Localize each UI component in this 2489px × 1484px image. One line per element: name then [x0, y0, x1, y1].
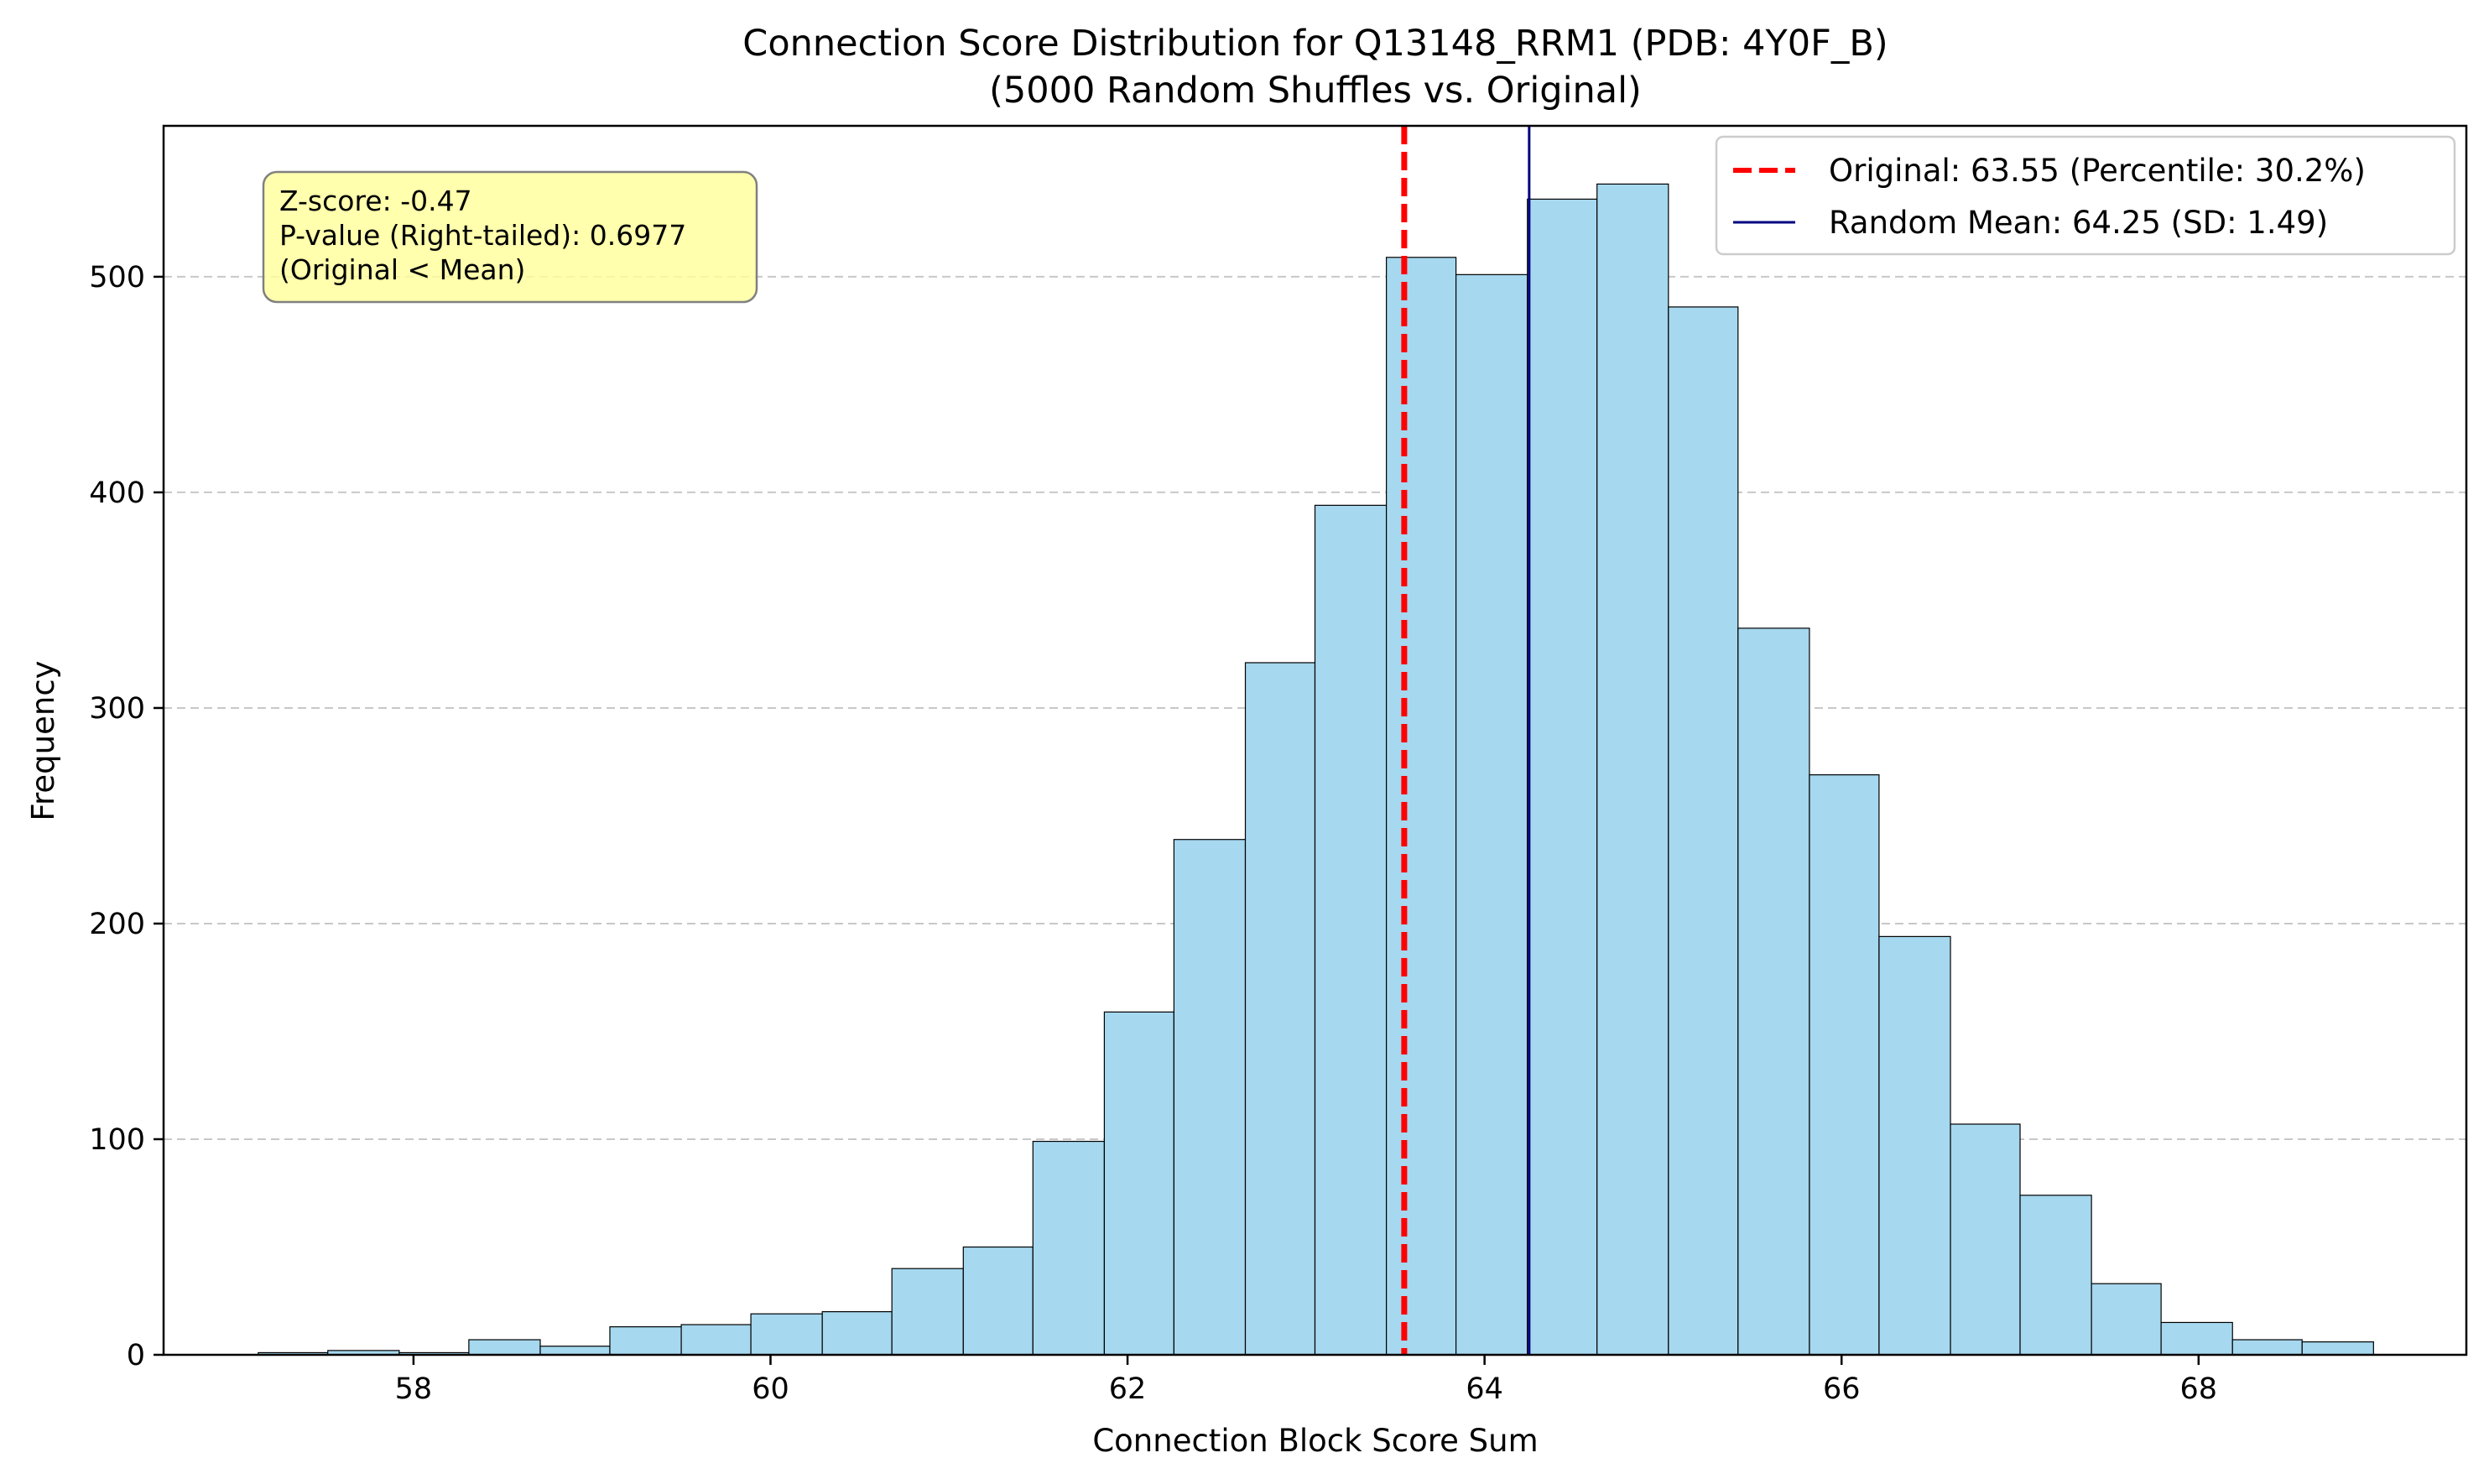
histogram-bar: [1527, 198, 1598, 1356]
histogram-bar: [891, 1268, 964, 1356]
legend-frame: [1715, 135, 2456, 256]
histogram-bar: [1386, 257, 1457, 1356]
x-axis-label: Connection Block Score Sum: [1092, 1423, 1538, 1459]
y-tick-label: 500: [89, 261, 145, 294]
y-tick-label: 400: [89, 476, 145, 510]
histogram-bar: [539, 1346, 611, 1356]
histogram-bar: [680, 1324, 752, 1356]
histogram-bar: [1244, 662, 1316, 1356]
annotation-direction: (Original < Mean): [279, 253, 525, 286]
histogram-bar: [1737, 627, 1810, 1356]
reference-lines: [1401, 126, 1531, 1355]
histogram-bar: [1878, 935, 1951, 1356]
annotation-background: [262, 170, 758, 304]
chart-title: Connection Score Distribution for Q13148…: [742, 23, 1888, 65]
x-axis-ticks: 58 60 62 64 66 68: [395, 1355, 2217, 1406]
plot-frame: [162, 124, 2468, 1356]
x-tick-label: 66: [1823, 1372, 1861, 1406]
histogram-bar: [1809, 774, 1880, 1356]
histogram-bar: [2301, 1341, 2374, 1356]
histogram-bar: [750, 1313, 823, 1356]
histogram-bar: [1173, 839, 1247, 1356]
stats-annotation-box: Z-score: -0.47 P-value (Right-tailed): 0…: [262, 170, 758, 304]
y-tick-label: 300: [89, 692, 145, 726]
y-axis-label: Frequency: [25, 660, 61, 820]
x-tick-label: 62: [1109, 1372, 1147, 1406]
histogram-bar: [1596, 183, 1669, 1356]
histogram-bar: [1455, 273, 1528, 1356]
histogram-bar: [1668, 306, 1739, 1356]
histogram-bars: [258, 183, 2374, 1356]
legend: Original: 63.55 (Percentile: 30.2%) Rand…: [1715, 135, 2456, 256]
y-tick-label: 200: [89, 908, 145, 941]
legend-label-original: Original: 63.55 (Percentile: 30.2%): [1829, 153, 2366, 189]
histogram-bar: [609, 1325, 682, 1356]
annotation-zscore: Z-score: -0.47: [279, 185, 472, 217]
histogram-bar: [821, 1310, 893, 1356]
y-tick-label: 0: [127, 1339, 145, 1372]
histogram-bar: [2160, 1321, 2233, 1356]
y-axis-ticks: 0 100 200 300 400 500: [89, 261, 164, 1372]
histogram-bar: [468, 1339, 541, 1356]
histogram-bar: [1103, 1011, 1174, 1356]
histogram-bar: [2019, 1195, 2092, 1356]
x-tick-label: 68: [2180, 1372, 2218, 1406]
histogram-bar: [962, 1246, 1034, 1356]
x-tick-label: 64: [1466, 1372, 1503, 1406]
histogram-bar: [1950, 1123, 2021, 1356]
annotation-pvalue: P-value (Right-tailed): 0.6977: [279, 219, 686, 252]
histogram-bar: [1314, 504, 1388, 1356]
histogram-bar: [1032, 1140, 1106, 1356]
chart-subtitle: (5000 Random Shuffles vs. Original): [989, 70, 1642, 112]
y-tick-label: 100: [89, 1123, 145, 1157]
histogram-bar: [2231, 1339, 2303, 1356]
histogram-bar: [2091, 1283, 2162, 1356]
x-tick-label: 58: [395, 1372, 433, 1406]
legend-label-mean: Random Mean: 64.25 (SD: 1.49): [1829, 205, 2328, 241]
x-tick-label: 60: [752, 1372, 789, 1406]
